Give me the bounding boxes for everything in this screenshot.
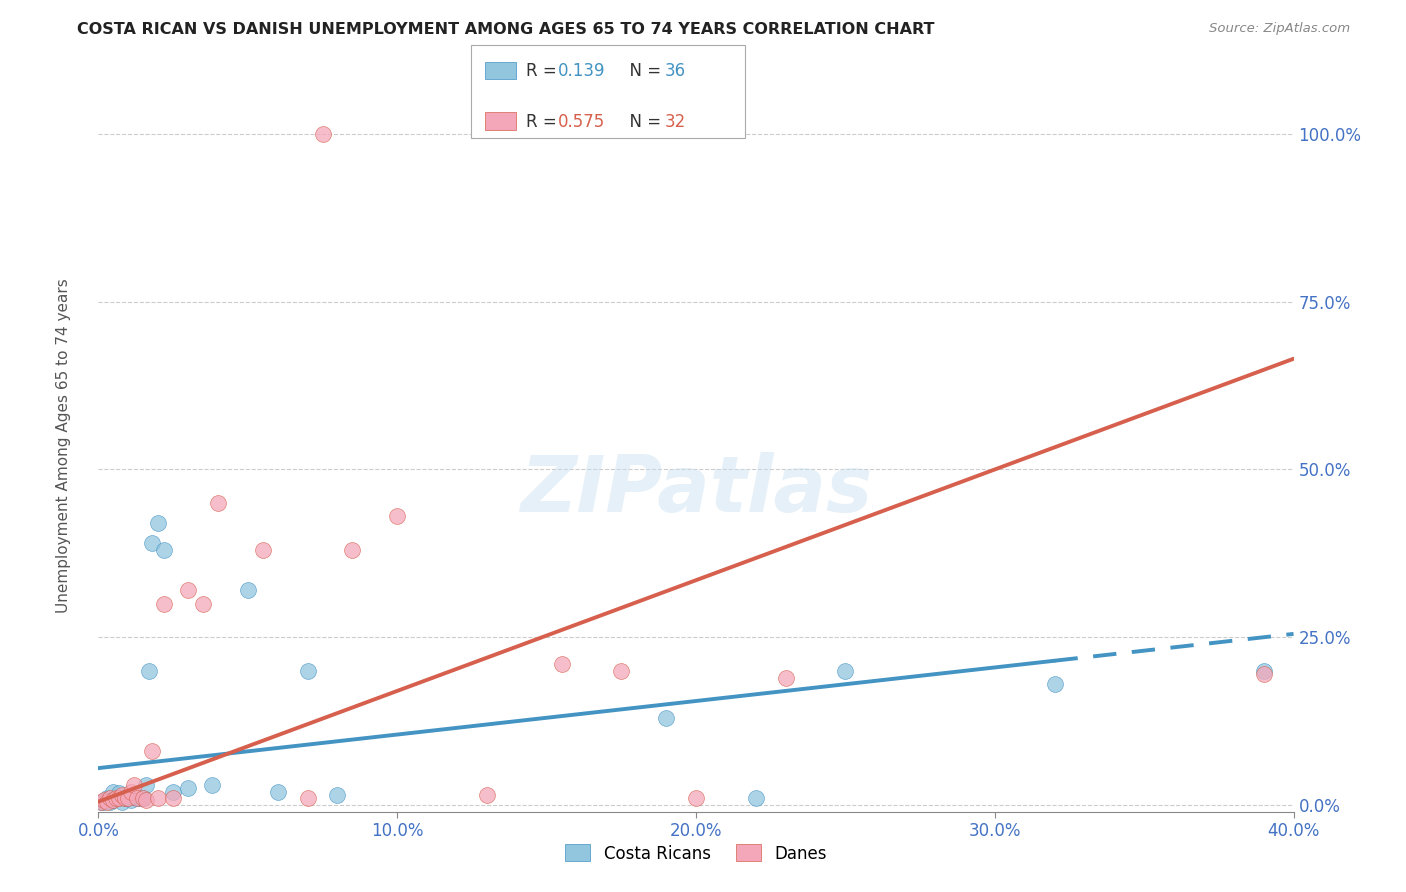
Point xyxy=(111,795,134,809)
Point xyxy=(141,744,163,758)
Point xyxy=(153,543,176,558)
Point xyxy=(685,791,707,805)
Point xyxy=(124,789,146,804)
Text: R =: R = xyxy=(526,113,562,131)
Legend: Costa Ricans, Danes: Costa Ricans, Danes xyxy=(558,838,834,869)
Point xyxy=(550,657,572,671)
Text: Source: ZipAtlas.com: Source: ZipAtlas.com xyxy=(1209,22,1350,36)
Point xyxy=(148,791,170,805)
Point xyxy=(834,664,856,678)
Point xyxy=(1043,677,1066,691)
Text: R =: R = xyxy=(526,62,562,80)
Point xyxy=(177,781,200,796)
Point xyxy=(745,791,768,805)
Point xyxy=(120,784,142,798)
Point xyxy=(124,778,146,792)
Point xyxy=(297,791,319,805)
Point xyxy=(108,786,131,800)
Text: N =: N = xyxy=(619,113,666,131)
Point xyxy=(135,792,157,806)
Point xyxy=(98,795,122,809)
Text: 0.139: 0.139 xyxy=(558,62,606,80)
Point xyxy=(93,792,115,806)
Point xyxy=(207,496,229,510)
Text: 32: 32 xyxy=(665,113,686,131)
Point xyxy=(267,784,290,798)
Point xyxy=(103,792,125,806)
Point xyxy=(148,516,170,531)
Point xyxy=(1253,667,1275,681)
Point xyxy=(90,795,112,809)
Point xyxy=(162,791,184,805)
Point xyxy=(385,509,409,524)
Point xyxy=(120,792,142,806)
Point xyxy=(135,778,157,792)
Point xyxy=(111,788,134,802)
Point xyxy=(114,789,136,804)
Point xyxy=(191,597,214,611)
Point xyxy=(114,791,136,805)
Point xyxy=(132,791,155,805)
Point xyxy=(132,791,155,805)
Point xyxy=(475,788,498,802)
Point xyxy=(117,791,139,805)
Text: ZIPatlas: ZIPatlas xyxy=(520,452,872,528)
Text: N =: N = xyxy=(619,62,666,80)
Point xyxy=(127,791,149,805)
Point xyxy=(326,788,349,802)
Point xyxy=(105,791,128,805)
Point xyxy=(177,583,200,598)
Point xyxy=(117,791,139,805)
Point xyxy=(655,711,678,725)
Point xyxy=(1253,664,1275,678)
Point xyxy=(96,791,118,805)
Point xyxy=(342,543,364,558)
Point xyxy=(311,127,333,141)
Point xyxy=(103,784,125,798)
Point xyxy=(236,583,259,598)
Point xyxy=(105,791,128,805)
Point xyxy=(252,543,274,558)
Point xyxy=(108,791,131,805)
Point xyxy=(129,791,152,805)
Text: Unemployment Among Ages 65 to 74 years: Unemployment Among Ages 65 to 74 years xyxy=(56,278,70,614)
Text: COSTA RICAN VS DANISH UNEMPLOYMENT AMONG AGES 65 TO 74 YEARS CORRELATION CHART: COSTA RICAN VS DANISH UNEMPLOYMENT AMONG… xyxy=(77,22,935,37)
Point xyxy=(90,795,112,809)
Point xyxy=(96,792,118,806)
Point xyxy=(93,795,115,809)
Point xyxy=(201,778,224,792)
Point xyxy=(108,791,131,805)
Point xyxy=(96,795,118,809)
Text: 36: 36 xyxy=(665,62,686,80)
Point xyxy=(162,784,184,798)
Point xyxy=(153,597,176,611)
Point xyxy=(103,792,125,806)
Text: 0.575: 0.575 xyxy=(558,113,606,131)
Point xyxy=(610,664,633,678)
Point xyxy=(114,791,136,805)
Point xyxy=(127,791,149,805)
Point xyxy=(141,536,163,550)
Point xyxy=(98,791,122,805)
Point xyxy=(138,664,160,678)
Point xyxy=(297,664,319,678)
Point xyxy=(775,671,797,685)
